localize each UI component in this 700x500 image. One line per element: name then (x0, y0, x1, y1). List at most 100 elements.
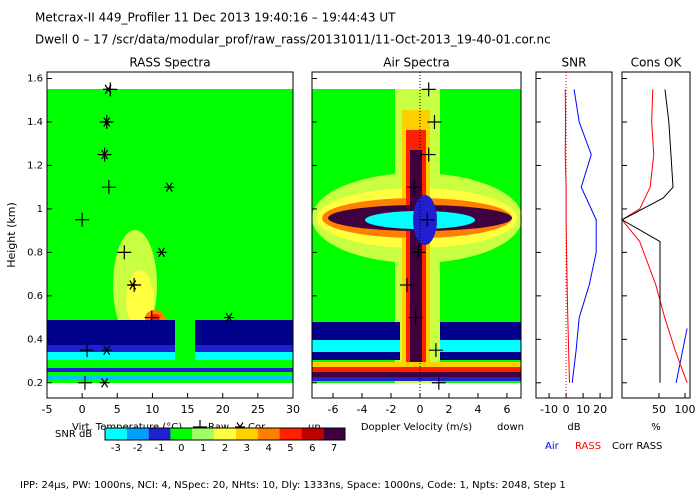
x-tick-label: 0 (563, 403, 570, 416)
x-axis-label: down (497, 422, 524, 433)
colorbar-swatch (192, 428, 215, 440)
colorbar-tick-label: 7 (331, 443, 337, 454)
marker (101, 345, 112, 356)
colorbar-tick-label: -3 (111, 443, 121, 454)
x-tick-label: 30 (286, 403, 300, 416)
colorbar-swatch (214, 428, 236, 440)
panel-title: Cons OK (631, 56, 683, 70)
marker (80, 343, 95, 358)
colorbar-swatch (170, 428, 193, 440)
colorbar-swatch (148, 428, 171, 440)
colorbar-swatch (323, 428, 345, 440)
x-tick-label: 0 (79, 403, 86, 416)
x-tick-label: 25 (251, 403, 265, 416)
colorbar-swatch (257, 428, 280, 440)
marker (411, 245, 426, 260)
x-tick-label: 5 (114, 403, 121, 416)
footer: IPP: 24µs, PW: 1000ns, NCI: 4, NSpec: 20… (20, 480, 566, 491)
colorbar-swatch (235, 428, 258, 440)
profile-line (675, 328, 688, 383)
marker (101, 180, 116, 195)
marker (75, 212, 90, 227)
marker (144, 310, 159, 325)
marker (101, 117, 112, 127)
colorbar-swatch (301, 428, 324, 440)
y-tick-label: 1.6 (27, 74, 43, 85)
marker (103, 84, 114, 95)
panel-title: RASS Spectra (129, 56, 210, 70)
y-tick-label: 1.2 (27, 160, 43, 171)
y-tick-label: 0.6 (27, 291, 43, 302)
panel-title: Air Spectra (383, 56, 450, 70)
colorbar-frame (104, 427, 346, 441)
x-tick-label: 20 (593, 403, 607, 416)
x-axis-label: % (651, 422, 661, 433)
x-tick-label: -4 (357, 403, 368, 416)
x-tick-label: -6 (328, 403, 339, 416)
marker (399, 277, 414, 292)
x-tick-label: -10 (540, 403, 558, 416)
marker (77, 375, 92, 390)
colorbar-tick-label: -2 (133, 443, 143, 454)
marker (117, 245, 132, 260)
x-axis-label: dB (567, 422, 580, 433)
x-tick-label: 6 (503, 403, 510, 416)
x-tick-label: 50 (652, 403, 666, 416)
x-tick-label: 20 (216, 403, 230, 416)
title: Metcrax-II 449_Profiler 11 Dec 2013 19:4… (35, 11, 396, 25)
x-tick-label: 0 (416, 403, 423, 416)
marker (428, 343, 443, 358)
colorbar-tick-label: 4 (265, 443, 271, 454)
legend-label: Air (545, 441, 560, 452)
y-tick-label: 0.4 (27, 334, 43, 345)
marker (127, 280, 138, 290)
legend-label: Corr RASS (612, 441, 662, 452)
colorbar-swatch (105, 428, 127, 440)
marker (224, 312, 235, 323)
marker (421, 147, 436, 162)
colorbar-tick-label: 0 (178, 443, 184, 454)
y-tick-label: 1 (37, 204, 43, 215)
marker (156, 247, 167, 258)
x-tick-label: 2 (445, 403, 452, 416)
colorbar-tick-label: 6 (309, 443, 315, 454)
colorbar-tick-label: -1 (155, 443, 165, 454)
plot-frame (535, 71, 613, 399)
rass-field (47, 89, 293, 383)
colorbar-swatch (279, 428, 302, 440)
marker (427, 114, 442, 129)
profile-line (571, 89, 597, 383)
marker (99, 149, 110, 160)
y-tick-label: 0.8 (27, 247, 43, 258)
profile-line (621, 89, 688, 383)
marker (408, 310, 423, 325)
colorbar-tick-label: 2 (222, 443, 228, 454)
air-field (312, 89, 522, 383)
x-tick-label: -5 (42, 403, 53, 416)
dwell: Dwell 0 – 17 /scr/data/modular_prof/raw_… (35, 33, 551, 47)
x-tick-label: 10 (576, 403, 590, 416)
x-tick-label: 10 (145, 403, 159, 416)
y-tick-label: 0.2 (27, 378, 43, 389)
colorbar-label: SNR dB (55, 429, 92, 440)
marker (420, 212, 435, 227)
profile-line (564, 89, 570, 383)
panel-title: SNR (562, 56, 587, 70)
marker (164, 182, 175, 193)
x-tick-label: 4 (474, 403, 481, 416)
marker (99, 377, 110, 388)
profile-line (620, 89, 674, 383)
plot-frame (311, 71, 522, 399)
marker (431, 375, 446, 390)
x-axis-label: Doppler Velocity (m/s) (361, 422, 472, 433)
y-axis-label: Height (km) (5, 202, 18, 268)
colorbar-tick-label: 3 (244, 443, 250, 454)
x-tick-label: 100 (675, 403, 696, 416)
colorbar-swatch (126, 428, 149, 440)
marker (421, 82, 436, 97)
plot-frame (621, 71, 691, 399)
colorbar-tick-label: 1 (200, 443, 206, 454)
legend-label: RASS (575, 441, 601, 452)
plot-frame (46, 71, 294, 399)
